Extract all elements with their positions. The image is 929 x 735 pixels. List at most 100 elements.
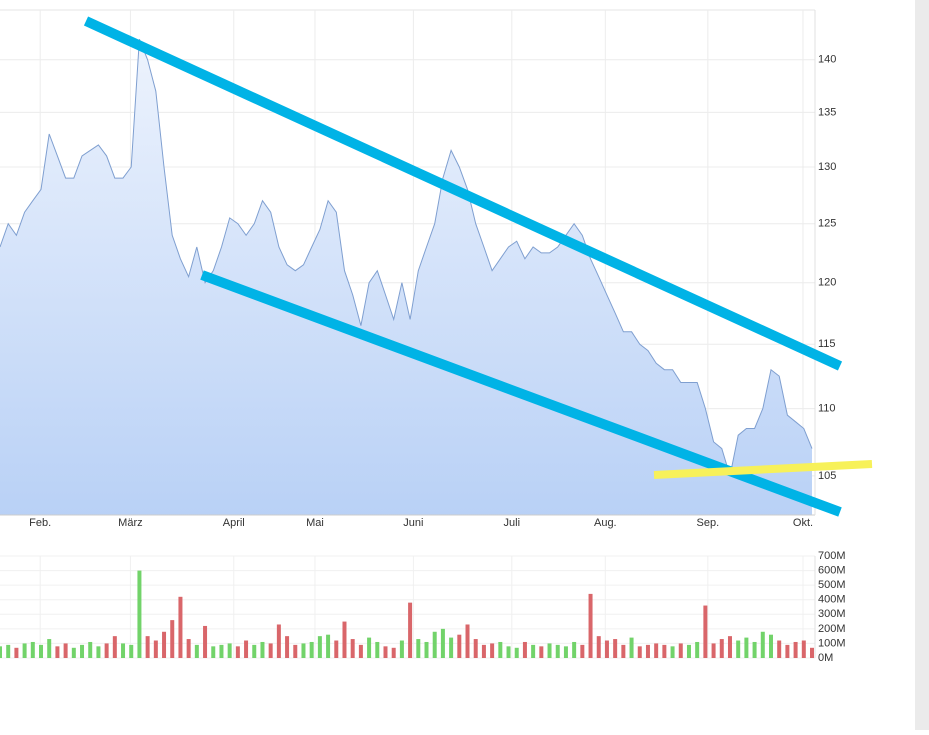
y-tick-label: 700M [818,550,846,562]
x-tick-label: Aug. [594,517,617,529]
volume-bar [645,644,650,658]
volume-bar [613,639,618,658]
volume-bar [440,628,445,658]
volume-bar [637,646,642,658]
y-tick-label: 500M [818,579,846,591]
x-tick-label: Feb. [29,517,51,529]
y-tick-label: 100M [818,637,846,649]
volume-bar [629,637,634,658]
y-tick-label: 300M [818,608,846,620]
volume-bar [654,643,659,658]
volume-bar [580,644,585,658]
volume-bar [727,636,732,658]
volume-bar [334,640,339,658]
volume-bar [801,640,806,658]
volume-bar [342,621,347,658]
volume-bar [170,620,175,658]
volume-bar [153,640,158,658]
volume-bar [219,644,224,658]
volume-bar [268,643,273,658]
y-tick-label: 110 [818,403,836,415]
volume-bar [88,641,93,658]
volume-bar [424,641,429,658]
volume-bar [703,605,708,658]
volume-bar [145,636,150,658]
x-tick-label: Okt. [793,517,813,529]
volume-bar [203,625,208,658]
volume-bar [137,570,142,658]
volume-bar [572,641,577,658]
volume-bar [350,639,355,658]
volume-bar [383,646,388,658]
volume-bar [301,643,306,658]
volume-bar [449,637,454,658]
y-tick-label: 600M [818,564,846,576]
volume-bar [621,644,626,658]
y-tick-label: 115 [818,338,836,350]
volume-bar [490,643,495,658]
volume-bar [6,644,11,658]
volume-bar [588,593,593,658]
volume-bar [563,646,568,658]
volume-bar [194,644,199,658]
support-line [653,460,873,479]
y-tick-label: 120 [818,277,836,289]
volume-bar [235,646,240,658]
volume-bar [227,643,232,658]
volume-bar [326,634,331,658]
volume-bar [71,647,76,658]
volume-bar [785,644,790,658]
volume-bar [0,646,2,658]
price-line [0,39,813,477]
x-tick-label: Sep. [697,517,720,529]
volume-bar [686,644,691,658]
volume-bar [14,647,19,658]
volume-bar [391,647,396,658]
y-tick-label: 105 [818,470,836,482]
volume-bar [317,636,322,658]
volume-bar [285,636,290,658]
y-tick-label: 140 [818,54,836,66]
volume-bar [531,644,536,658]
volume-bar [596,636,601,658]
y-tick-label: 400M [818,594,846,606]
y-tick-label: 135 [818,106,836,118]
volume-bar [104,643,109,658]
volume-bar [678,643,683,658]
volume-bar [432,631,437,658]
volume-bar [457,634,462,658]
volume-bar [736,640,741,658]
volume-bar [211,646,216,658]
volume-bar [793,641,798,658]
x-tick-label: April [223,517,245,529]
volume-bar [293,644,298,658]
volume-bar [121,643,126,658]
volume-bar [760,631,765,658]
volume-bar [80,644,85,658]
volume-bar [129,644,134,658]
volume-bar [367,637,372,658]
volume-bar [39,644,44,658]
volume-bar [55,646,60,658]
x-tick-label: Juni [403,517,423,529]
volume-bar [555,644,560,658]
volume-bar [547,643,552,658]
volume-bar [506,646,511,658]
volume-bar [309,641,314,658]
volume-bar [96,646,101,658]
volume-bar [47,639,52,658]
volume-bar [244,640,249,658]
volume-bar [473,639,478,658]
volume-bar [416,639,421,658]
volume-bar [408,602,413,658]
volume-bar [711,643,716,658]
price-area [0,39,812,515]
volume-bar [30,641,35,658]
volume-bar [744,637,749,658]
x-tick-label: März [118,517,142,529]
volume-bar [719,639,724,658]
volume-bar [670,646,675,658]
volume-bar [514,647,519,658]
volume-bar [695,641,700,658]
